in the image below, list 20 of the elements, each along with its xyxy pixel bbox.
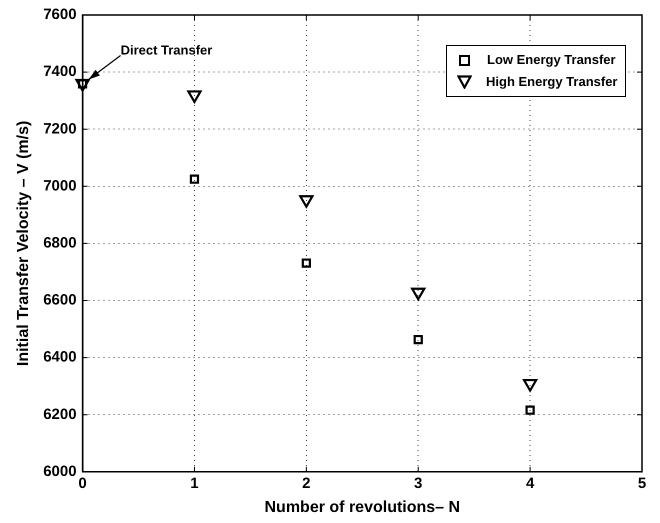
x-tick-label: 3	[414, 474, 422, 492]
x-tick-label: 1	[190, 474, 199, 492]
y-tick-label: 6400	[43, 348, 77, 366]
x-tick-label: 2	[302, 474, 311, 492]
y-axis-title: Initial Transfer Velocity – V (m/s)	[15, 120, 32, 366]
annotation: Direct Transfer	[120, 42, 212, 58]
y-tick-label: 7000	[43, 177, 77, 194]
x-tick-label: 5	[638, 474, 646, 492]
x-tick-label: 0	[78, 474, 87, 492]
y-tick-label: 6000	[43, 462, 77, 480]
y-tick-label: 6600	[43, 292, 77, 309]
legend-label: High Energy Transfer	[486, 73, 618, 91]
y-tick-label: 7600	[43, 6, 77, 24]
y-tick-label: 6800	[43, 234, 77, 252]
x-axis-title: Number of revolutions– N	[264, 498, 460, 516]
y-tick-label: 6200	[43, 406, 77, 423]
legend-label: Low Energy Transfer	[487, 51, 616, 69]
y-tick-label: 7200	[43, 120, 77, 138]
x-tick-label: 4	[526, 474, 535, 492]
y-tick-label: 7400	[43, 63, 77, 80]
